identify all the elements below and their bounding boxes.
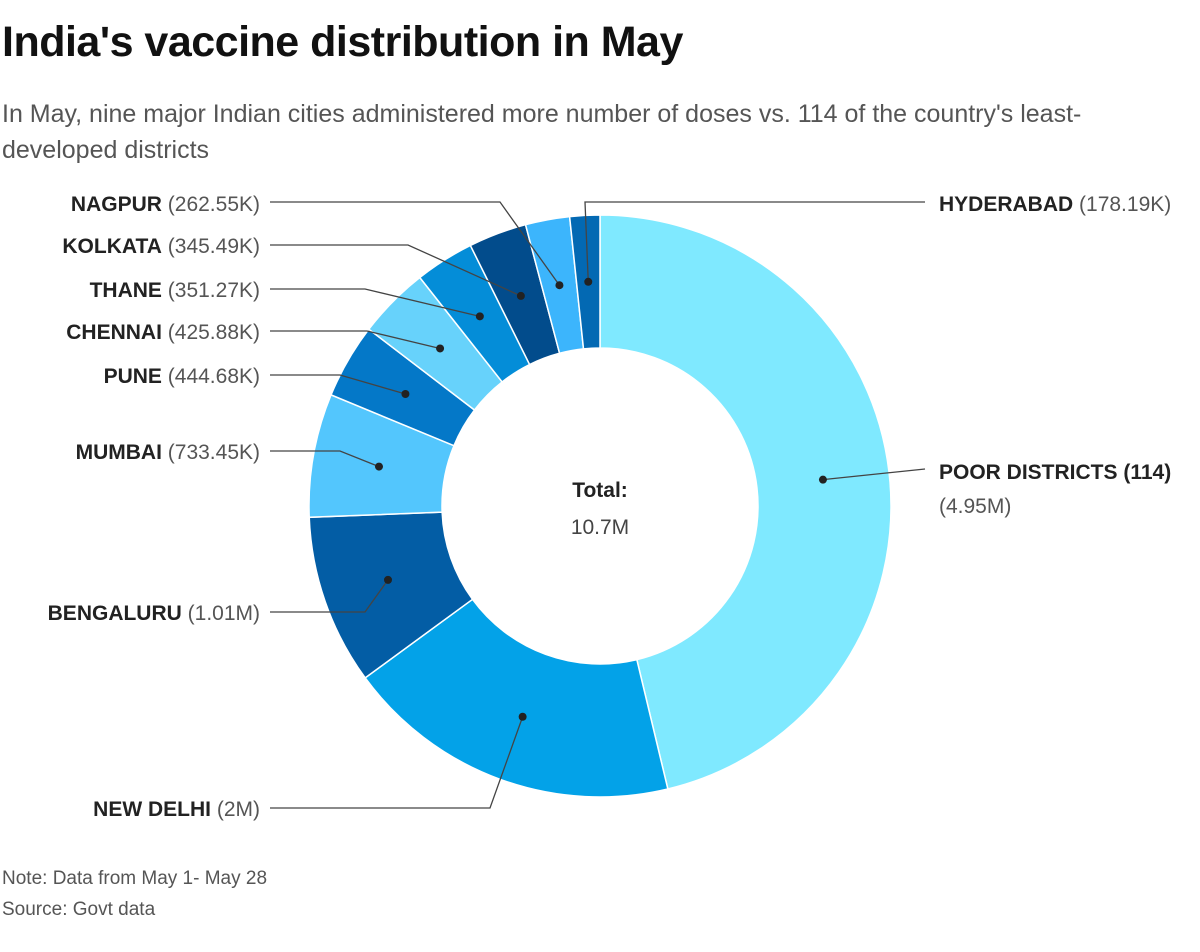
leader-line-nagpur <box>270 201 560 286</box>
slice-poor-districts-114 <box>599 214 892 790</box>
slice-new-delhi <box>364 598 669 798</box>
leader-dot-poor-districts-114 <box>818 475 827 484</box>
leader-dot-mumbai <box>374 462 383 471</box>
leader-line-poor-districts-114 <box>822 468 926 481</box>
slice-value: (262.55K) <box>162 193 260 216</box>
slice-name: POOR DISTRICTS (114) <box>939 461 1171 484</box>
slice-name: NAGPUR <box>71 193 162 216</box>
slice-value: (345.49K) <box>162 235 260 258</box>
leader-dot-kolkata <box>516 291 525 300</box>
slice-value: (2M) <box>211 798 260 821</box>
slice-name: KOLKATA <box>62 235 162 258</box>
leader-dot-bengaluru <box>384 575 393 584</box>
slice-name: PUNE <box>104 365 162 388</box>
leader-line-chennai <box>270 330 441 350</box>
center-label: Total: <box>572 479 628 502</box>
leader-line-thane <box>270 288 480 317</box>
slice-value: (1.01M) <box>182 602 260 625</box>
slice-name: NEW DELHI <box>93 798 211 821</box>
leader-line-new-delhi <box>270 716 524 809</box>
slice-label-chennai: CHENNAI (425.88K) <box>66 321 260 344</box>
slice-label-kolkata: KOLKATA (345.49K) <box>62 235 260 258</box>
slice-label-thane: THANE (351.27K) <box>90 279 260 302</box>
slice-name: HYDERABAD <box>939 193 1073 216</box>
leader-line-bengaluru <box>270 579 389 613</box>
slice-value-poor-districts-114: (4.95M) <box>939 495 1011 518</box>
slice-label-group: POOR DISTRICTS (114) (4.95M) NEW DELHI (2M… <box>48 193 1172 821</box>
leader-line-group <box>270 201 926 809</box>
slice-name: CHENNAI <box>66 321 162 344</box>
leader-line-pune <box>270 374 406 395</box>
slice-label-mumbai: MUMBAI (733.45K) <box>76 441 260 464</box>
slice-group <box>308 214 892 798</box>
leader-dot-hyderabad <box>584 277 593 286</box>
slice-name: THANE <box>90 279 162 302</box>
slice-label-new-delhi: NEW DELHI (2M) <box>93 798 260 821</box>
center-value: 10.7M <box>571 516 629 539</box>
slice-label-pune: PUNE (444.68K) <box>104 365 260 388</box>
footer-source: Source: Govt data <box>2 899 156 920</box>
leader-dot-new-delhi <box>518 712 527 721</box>
leader-line-mumbai <box>270 450 380 468</box>
leader-dot-nagpur <box>555 281 564 290</box>
slice-value: (444.68K) <box>162 365 260 388</box>
slice-name: MUMBAI <box>76 441 162 464</box>
chart-subtitle: In May, nine major Indian cities adminis… <box>2 100 1082 164</box>
chart-title: India's vaccine distribution in May <box>2 18 683 66</box>
leader-line-kolkata <box>270 244 522 297</box>
slice-value: (425.88K) <box>162 321 260 344</box>
slice-label-poor-districts-114: POOR DISTRICTS (114) <box>939 461 1171 484</box>
leader-dot-pune <box>401 389 410 398</box>
footer-note: Note: Data from May 1- May 28 <box>2 868 268 889</box>
slice-value: (733.45K) <box>162 441 260 464</box>
slice-label-bengaluru: BENGALURU (1.01M) <box>48 602 260 625</box>
slice-label-nagpur: NAGPUR (262.55K) <box>71 193 260 216</box>
leader-line-hyderabad <box>584 201 925 282</box>
slice-label-hyderabad: HYDERABAD (178.19K) <box>939 193 1171 216</box>
leader-dot-chennai <box>436 344 445 353</box>
slice-value: (351.27K) <box>162 279 260 302</box>
leader-dot-thane <box>475 312 484 321</box>
slice-value: (178.19K) <box>1073 193 1171 216</box>
slice-name: BENGALURU <box>48 602 182 625</box>
